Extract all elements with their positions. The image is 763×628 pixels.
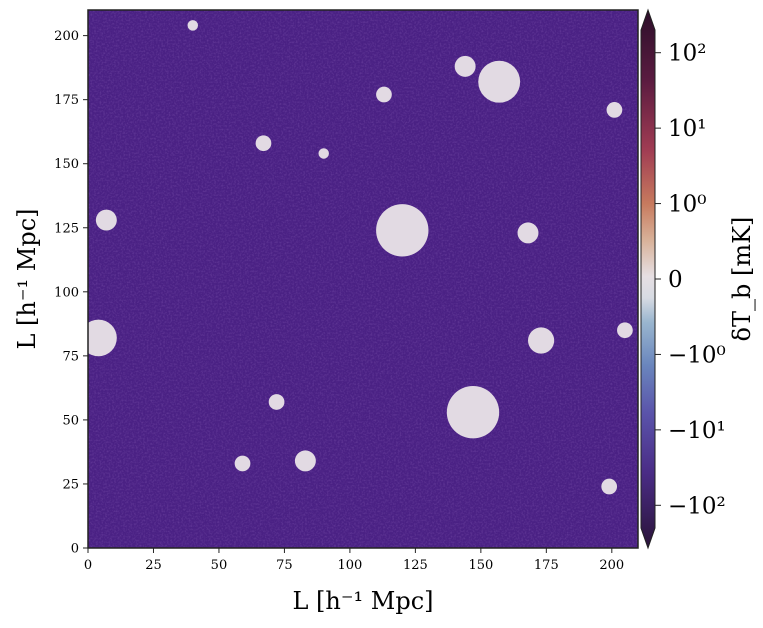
x-axis: 0 25 50 75 100 125 150 175 200 <box>84 548 624 573</box>
y-tick-label: 25 <box>62 477 79 492</box>
x-tick-label: 25 <box>145 558 162 573</box>
x-tick-label: 200 <box>599 558 624 573</box>
x-tick-label: 50 <box>211 558 228 573</box>
x-tick-label: 0 <box>84 558 92 573</box>
x-axis-label: L [h⁻¹ Mpc] <box>292 587 433 615</box>
x-tick-label: 100 <box>337 558 362 573</box>
brightness-temperature-map <box>88 10 638 548</box>
ionized-region <box>376 86 392 103</box>
plot-frame <box>87 9 639 549</box>
colorbar: 10² 10¹ 10⁰ 0 −10⁰ −10¹ −10² <box>640 8 726 550</box>
y-tick-label: 200 <box>54 29 79 44</box>
ionized-region <box>617 322 633 339</box>
ionized-regions <box>88 20 633 495</box>
y-axis: 0 25 50 75 100 125 150 175 200 <box>54 29 88 557</box>
ionized-region <box>446 386 500 439</box>
ionized-region <box>454 55 476 77</box>
ionized-region <box>187 20 198 31</box>
ionized-region <box>606 102 623 118</box>
colorbar-label: δT_b [mK] <box>728 217 756 342</box>
x-tick-label: 150 <box>468 558 493 573</box>
ionized-region <box>318 148 329 159</box>
ionized-region <box>517 222 539 244</box>
y-tick-label: 75 <box>62 349 79 364</box>
ionized-region <box>478 60 521 103</box>
ionized-region <box>294 450 316 472</box>
ionized-region <box>376 204 429 257</box>
y-tick-label: 150 <box>54 157 79 172</box>
ionized-region <box>268 394 285 410</box>
colorbar-tick-label: 10² <box>668 41 707 67</box>
ionized-region <box>255 135 272 152</box>
y-tick-label: 50 <box>62 413 79 428</box>
colorbar-tick-label: −10¹ <box>668 418 726 444</box>
colorbar-tick-label: 10¹ <box>668 116 707 142</box>
map-noise-texture <box>88 10 638 548</box>
ionized-region <box>234 455 251 472</box>
ionized-region <box>528 327 555 354</box>
colorbar-ticks: 10² 10¹ 10⁰ 0 −10⁰ −10¹ −10² <box>655 41 726 519</box>
colorbar-tick-label: −10⁰ <box>668 342 726 368</box>
y-tick-label: 0 <box>71 542 79 557</box>
x-tick-label: 125 <box>403 558 428 573</box>
colorbar-tick-label: 10⁰ <box>668 192 707 218</box>
y-tick-label: 100 <box>54 285 79 300</box>
y-tick-label: 175 <box>54 93 79 108</box>
x-tick-label: 75 <box>276 558 293 573</box>
colorbar-tick-label: −10² <box>668 493 726 519</box>
ionized-region <box>88 319 117 357</box>
ionized-region <box>95 209 117 231</box>
y-tick-label: 125 <box>54 221 79 236</box>
x-tick-label: 175 <box>534 558 559 573</box>
ionized-region <box>601 478 618 495</box>
y-axis-label: L [h⁻¹ Mpc] <box>13 208 41 349</box>
colorbar-body <box>640 8 656 550</box>
colorbar-tick-label: 0 <box>668 267 683 293</box>
